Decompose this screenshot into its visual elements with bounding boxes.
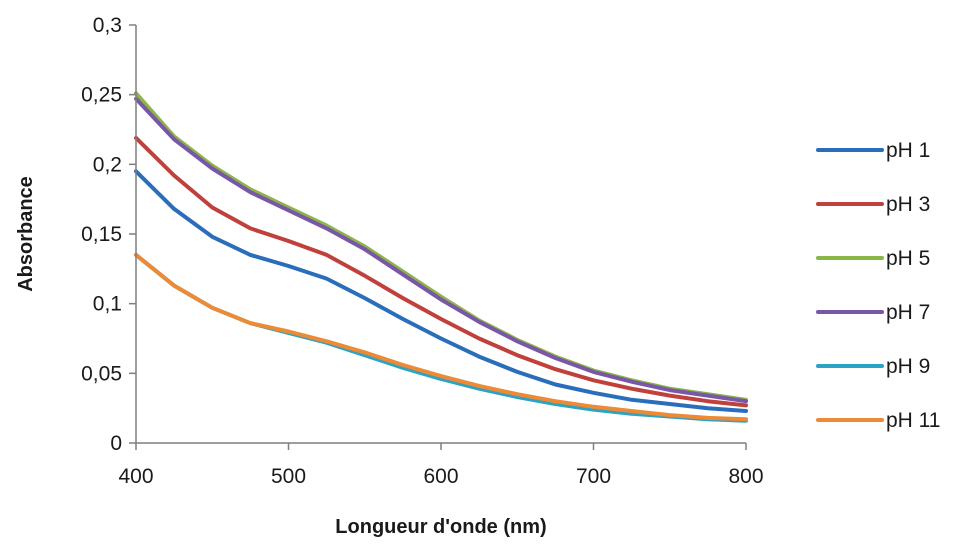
y-axis-title: Absorbance xyxy=(15,176,37,292)
x-tick-label: 800 xyxy=(728,465,763,488)
series-line-ph-1 xyxy=(134,169,748,413)
y-tick-label: 0,1 xyxy=(93,293,122,316)
y-tick-label: 0,15 xyxy=(81,223,122,246)
y-ticks-group: 0 0,05 0,1 0,15 0,2 0,25 0,3 xyxy=(81,14,136,455)
x-tick-label: 500 xyxy=(271,465,306,488)
y-tick-label: 0,05 xyxy=(81,362,122,385)
x-tick-label: 600 xyxy=(423,465,458,488)
y-tick-label: 0,25 xyxy=(81,84,122,107)
legend-label: pH 3 xyxy=(886,193,930,216)
series-line-ph-3 xyxy=(134,135,748,408)
legend-label: pH 11 xyxy=(886,409,940,432)
x-tick-label: 400 xyxy=(118,465,153,488)
x-tick-label: 700 xyxy=(576,465,611,488)
plot-series-group xyxy=(134,91,748,423)
legend-label: pH 9 xyxy=(886,355,930,378)
legend: pH 1 pH 3 pH 5 pH 7 pH 9 pH 11 xyxy=(816,139,940,432)
y-tick-label: 0,3 xyxy=(93,14,122,37)
series-line-ph-5 xyxy=(134,91,748,402)
legend-label: pH 7 xyxy=(886,301,930,324)
series-line-ph-11 xyxy=(134,252,748,422)
legend-label: pH 5 xyxy=(886,247,930,270)
y-tick-label: 0 xyxy=(110,432,122,455)
legend-label: pH 1 xyxy=(886,139,930,162)
y-tick-label: 0,2 xyxy=(93,153,122,176)
x-axis-title: Longueur d'onde (nm) xyxy=(335,516,546,538)
series-line-ph-7 xyxy=(134,96,748,404)
x-ticks-group: 400 500 600 700 800 xyxy=(118,443,764,488)
